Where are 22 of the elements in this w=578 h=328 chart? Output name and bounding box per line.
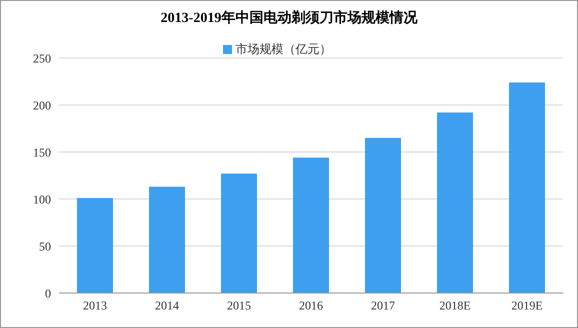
x-tick-label: 2017	[371, 298, 395, 313]
x-tick-label: 2015	[227, 298, 251, 313]
y-tick-label: 100	[33, 192, 51, 206]
bar	[365, 138, 401, 293]
bar	[509, 82, 545, 293]
bar	[293, 158, 329, 293]
bar	[221, 174, 257, 293]
bar	[437, 112, 473, 293]
y-tick-label: 50	[39, 239, 51, 254]
y-tick-label: 150	[33, 145, 51, 160]
x-tick-label: 2014	[155, 298, 179, 313]
chart-title: 2013-2019年中国电动剃须刀市场规模情况	[160, 9, 418, 27]
x-tick-label: 2018E	[439, 298, 471, 313]
y-tick-label: 250	[33, 51, 51, 66]
legend-label: 市场规模（亿元）	[236, 42, 332, 56]
y-tick-label: 0	[45, 286, 51, 300]
bar	[149, 186, 185, 293]
x-tick-label: 2016	[299, 298, 323, 313]
x-tick-label: 2019E	[511, 298, 543, 313]
bar	[77, 198, 113, 293]
x-tick-label: 2013	[83, 298, 107, 313]
y-tick-label: 200	[33, 98, 51, 112]
